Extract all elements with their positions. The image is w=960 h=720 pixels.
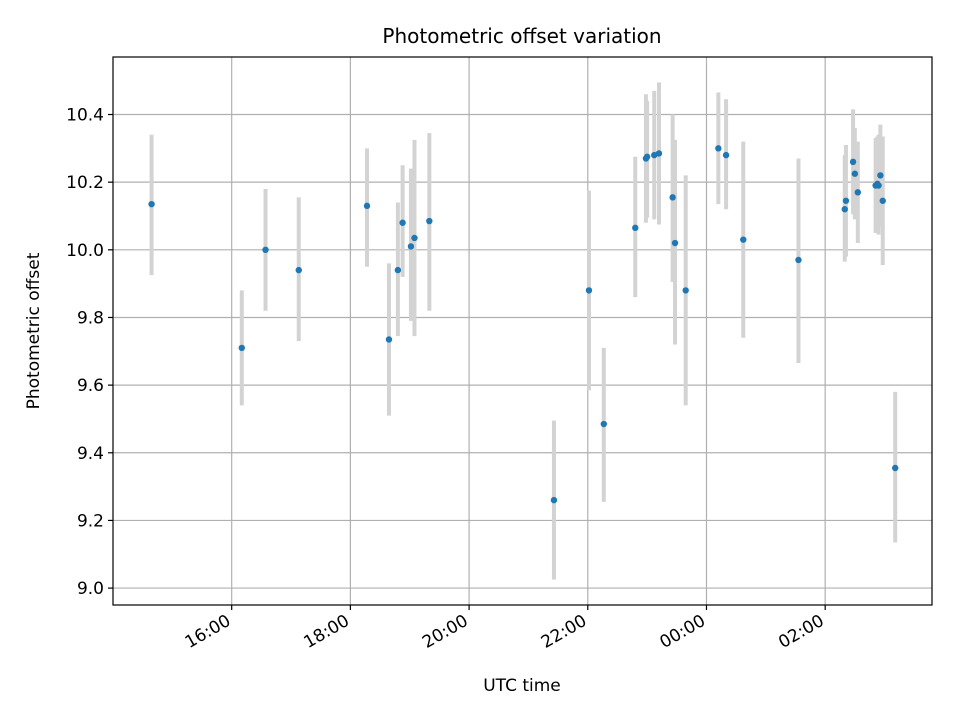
data-point	[600, 420, 608, 428]
data-point	[411, 234, 418, 242]
data-point	[385, 336, 393, 343]
y-tick-label: 9.4	[77, 444, 104, 464]
data-point	[148, 200, 155, 208]
data-point	[682, 287, 689, 294]
data-point	[643, 153, 651, 160]
data-point	[632, 224, 639, 232]
data-point	[669, 194, 676, 201]
data-point	[795, 256, 802, 264]
y-tick-label: 10.0	[66, 241, 104, 261]
y-tick-label: 10.2	[66, 173, 104, 193]
data-point	[394, 266, 402, 274]
data-point	[875, 182, 882, 189]
y-tick-label: 10.4	[66, 106, 104, 126]
data-point	[854, 189, 862, 196]
data-point	[655, 150, 663, 157]
y-tick-label: 9.6	[77, 376, 104, 396]
data-point	[740, 236, 747, 243]
y-tick-label: 9.0	[77, 579, 104, 599]
data-points	[148, 145, 899, 504]
data-point	[842, 197, 850, 204]
data-point	[407, 243, 415, 250]
data-point	[399, 219, 406, 226]
data-point	[849, 158, 857, 166]
data-point	[363, 202, 371, 210]
data-point	[851, 170, 859, 177]
data-point	[238, 344, 245, 352]
y-tick-label: 9.2	[77, 511, 104, 531]
y-axis-ticks: 9.0 9.2 9.4 9.6 9.8 10.0 10.2 10.4	[66, 106, 113, 599]
data-point	[585, 287, 593, 294]
data-point	[715, 145, 722, 152]
plot-frame	[112, 56, 933, 606]
x-axis-title: UTC time	[483, 676, 561, 696]
data-point	[722, 151, 730, 159]
data-point	[262, 246, 269, 254]
data-point	[892, 464, 899, 472]
data-point	[671, 239, 679, 247]
y-tick-label: 9.8	[77, 308, 104, 328]
data-point	[879, 197, 886, 204]
y-axis-title: Photometric offset	[24, 252, 44, 409]
grid	[113, 57, 932, 605]
data-point	[295, 266, 302, 274]
data-point	[841, 206, 848, 213]
data-point	[877, 172, 884, 179]
data-point	[426, 217, 433, 225]
data-point	[550, 496, 558, 504]
chart-title: Photometric offset variation	[382, 24, 661, 48]
